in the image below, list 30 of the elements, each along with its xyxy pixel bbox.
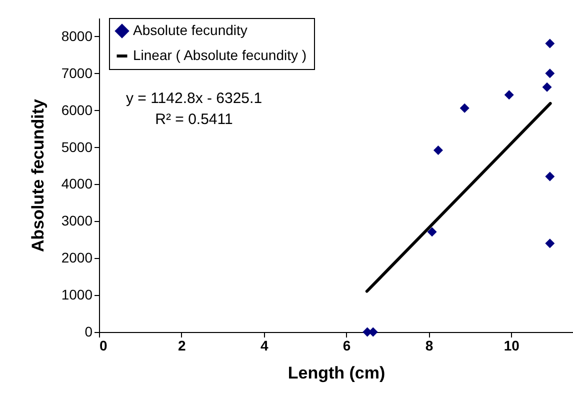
x-tick-label: 10 [504,338,520,354]
x-tick-label: 2 [178,338,186,354]
legend-label: Absolute fecundity [133,22,248,38]
point [545,238,555,248]
y-tick-label: 3000 [61,212,93,229]
y-tick-label: 8000 [61,28,93,44]
x-tick-label: 4 [260,338,268,354]
y-axis-title: Absolute fecundity [28,98,48,252]
point [433,146,443,155]
annotation: R² = 0.5411 [155,111,233,128]
point [545,172,555,182]
point [545,38,555,48]
x-tick-label: 6 [342,338,351,354]
y-tick-label: 6000 [61,102,93,118]
y-tick-label: 5000 [61,138,93,155]
y-tick-label: 4000 [61,176,93,192]
point [542,82,552,92]
x-tick-label: 8 [425,338,434,354]
point [545,68,555,78]
annotation: y = 1142.8x - 6325.1 [126,90,262,107]
x-axis-title: Length (cm) [288,364,386,382]
point [460,103,470,113]
y-tick-label: 0 [84,324,93,340]
point [427,227,437,237]
point [504,90,514,100]
y-tick-label: 1000 [61,286,93,303]
legend-label: Linear ( Absolute fecundity ) [133,47,307,63]
y-tick-label: 7000 [61,64,93,81]
x-tick-label: 0 [100,338,108,354]
y-tick-label: 2000 [61,250,93,266]
